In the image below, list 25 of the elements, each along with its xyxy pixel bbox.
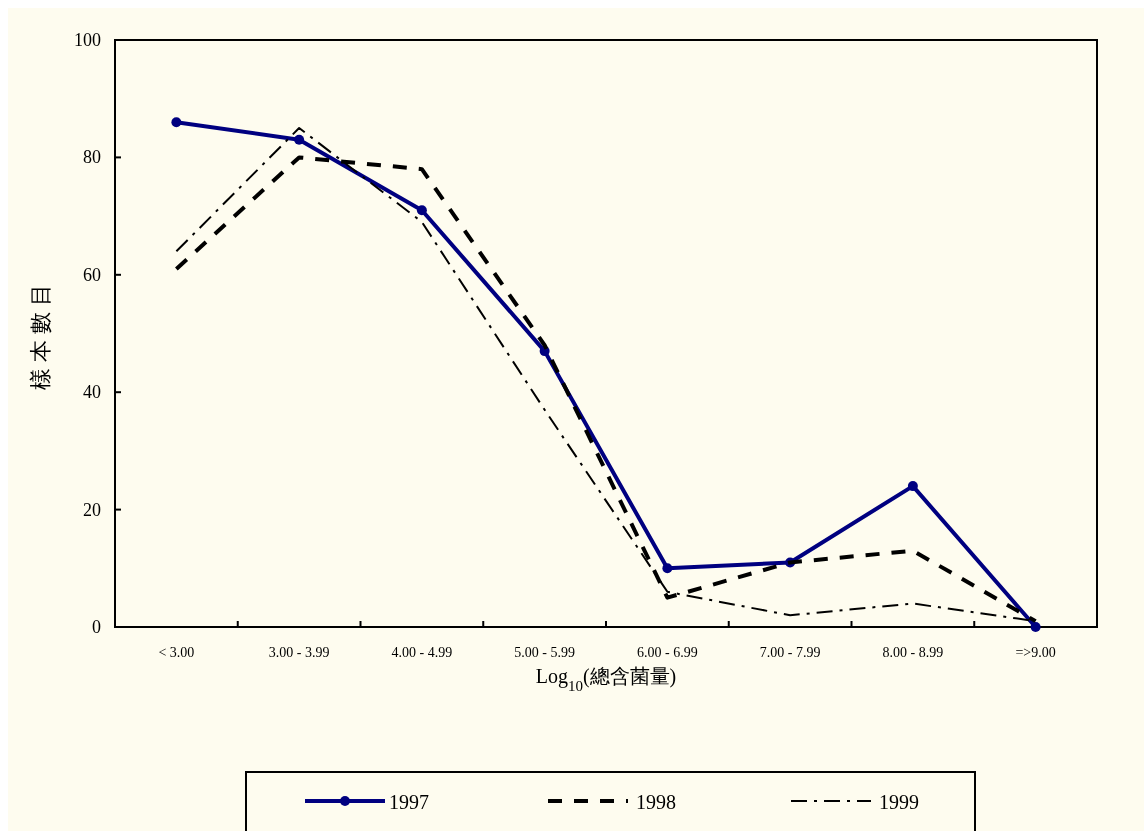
x-tick-label: 4.00 - 4.99 bbox=[391, 645, 453, 660]
point bbox=[294, 134, 305, 145]
legend-label: 1999 bbox=[879, 791, 919, 813]
x-tick-label: 6.00 - 6.99 bbox=[637, 645, 698, 660]
x-tick-label: 7.00 - 7.99 bbox=[759, 645, 821, 660]
y-tick-label: 0 bbox=[92, 617, 101, 637]
y-tick-label: 60 bbox=[83, 264, 101, 285]
point bbox=[662, 563, 673, 574]
x-tick-label: 8.00 - 8.99 bbox=[882, 645, 944, 660]
point bbox=[1030, 622, 1041, 632]
x-tick-label: 3.00 - 3.99 bbox=[268, 645, 330, 660]
legend-label: 1998 bbox=[636, 791, 676, 813]
y-axis-title: 樣本數目 bbox=[28, 277, 53, 390]
x-axis-title: Log$_{10}$(總含菌量) bbox=[535, 665, 677, 694]
x-tick-label: 5.00 - 5.99 bbox=[514, 645, 575, 660]
point bbox=[416, 205, 427, 216]
point bbox=[907, 481, 918, 492]
x-tick-label: < 3.00 bbox=[158, 645, 195, 660]
y-tick-label: 40 bbox=[83, 382, 101, 403]
legend-label: 1997 bbox=[389, 791, 429, 813]
point bbox=[171, 117, 182, 128]
x-tick-label: =>9.00 bbox=[1015, 645, 1056, 660]
y-tick-label: 100 bbox=[74, 30, 101, 50]
y-tick-label: 20 bbox=[83, 499, 101, 520]
y-tick-label: 80 bbox=[83, 147, 101, 168]
